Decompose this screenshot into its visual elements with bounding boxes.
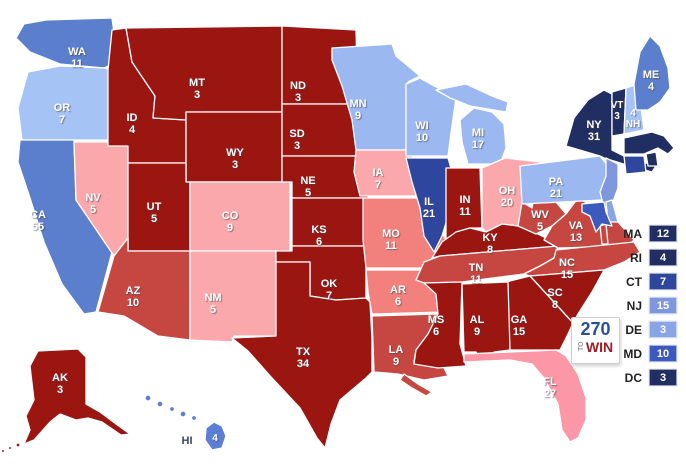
legend-row-ma: MA 12 [612, 225, 677, 242]
state-hi-island-4[interactable] [179, 410, 187, 418]
state-hi-island-3[interactable] [168, 405, 176, 413]
state-ut[interactable] [127, 162, 191, 252]
state-wa[interactable] [15, 17, 119, 69]
state-ak-aleutian-2 [7, 445, 13, 451]
legend-box-md[interactable]: 10 [649, 345, 677, 362]
legend-label-ct: CT [626, 274, 642, 289]
logo-270towin[interactable]: 270 TO WIN [571, 317, 620, 364]
state-md[interactable] [581, 201, 613, 233]
legend-box-ct[interactable]: 7 [649, 273, 677, 290]
state-mi[interactable] [435, 83, 509, 165]
legend-label-nj: NJ [626, 298, 642, 313]
state-nm[interactable] [189, 250, 277, 343]
state-wy[interactable] [185, 111, 283, 183]
legend-row-ri: RI 4 [612, 249, 677, 266]
legend-row-de: DE 3 [612, 321, 677, 338]
state-hi-big-island[interactable] [204, 421, 227, 451]
legend-label-ri: RI [630, 250, 642, 265]
legend-label-ma: MA [623, 226, 642, 241]
legend-box-nj[interactable]: 15 [649, 297, 677, 314]
state-ak-aleutian-3 [0, 448, 6, 454]
state-la-delta[interactable] [399, 373, 433, 397]
state-ks[interactable] [291, 197, 367, 247]
state-me[interactable] [633, 35, 671, 111]
state-al[interactable] [461, 281, 511, 363]
state-fl[interactable] [463, 349, 587, 443]
state-tx[interactable] [231, 261, 373, 449]
logo-towin: TO WIN [572, 340, 619, 354]
legend-label-dc: DC [624, 370, 642, 385]
state-or[interactable] [17, 65, 117, 141]
state-shapes [0, 17, 675, 454]
legend-box-de[interactable]: 3 [649, 321, 677, 338]
logo-to-text: TO [577, 341, 585, 351]
state-hi-island-2[interactable] [156, 400, 164, 408]
legend-label-md: MD [623, 346, 642, 361]
state-ma[interactable] [623, 131, 675, 155]
legend-box-ri[interactable]: 4 [649, 249, 677, 266]
state-co[interactable] [189, 181, 291, 252]
state-hi-island-5[interactable] [190, 414, 198, 422]
legend-row-nj: NJ 15 [612, 297, 677, 314]
legend-row-ct: CT 7 [612, 273, 677, 290]
state-label-hi: HI [182, 435, 193, 447]
state-ms[interactable] [413, 281, 467, 369]
state-ak[interactable] [23, 348, 131, 445]
logo-win-text: WIN [585, 339, 614, 355]
state-va-shore[interactable] [599, 223, 609, 245]
state-wi[interactable] [405, 77, 457, 157]
legend-label-de: DE [625, 322, 642, 337]
legend-box-ma[interactable]: 12 [649, 225, 677, 242]
legend-row-dc: DC 3 [612, 369, 677, 386]
legend-box-dc[interactable]: 3 [649, 369, 677, 386]
legend: MA 12 RI 4 CT 7 NJ 15 DE 3 MD 10 DC 3 [612, 225, 677, 393]
state-hi-island-1[interactable] [144, 394, 152, 402]
logo-270-number: 270 [580, 319, 611, 339]
state-ct[interactable] [623, 155, 647, 175]
state-il[interactable] [405, 157, 453, 253]
state-ri[interactable] [645, 151, 659, 167]
state-ak-aleutian-1 [15, 442, 21, 448]
legend-row-md: MD 10 [612, 345, 677, 362]
